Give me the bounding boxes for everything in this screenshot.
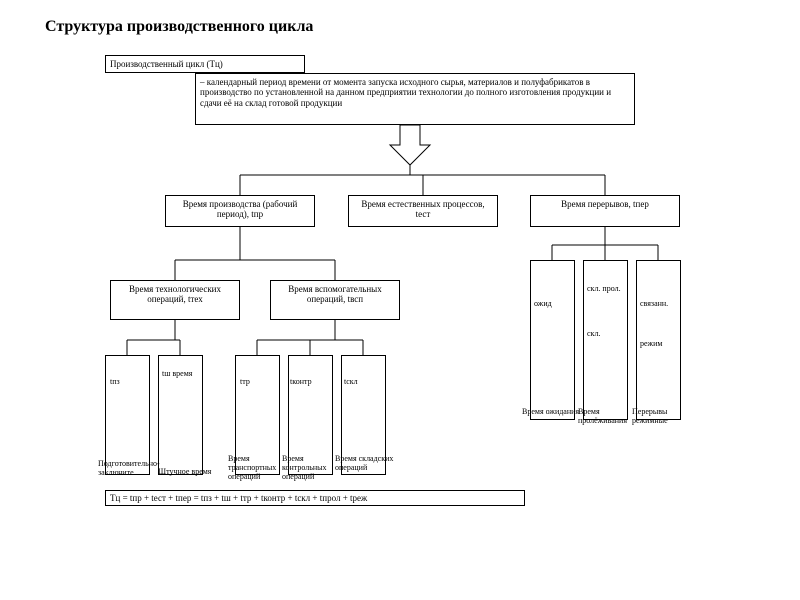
l1-b: Время естественных процессов, tест xyxy=(348,195,498,227)
tiny-r3a: связанн. xyxy=(640,300,678,309)
page-title: Структура производственного цикла xyxy=(45,18,313,36)
leaf-r1 xyxy=(530,260,575,420)
tiny-r2a: скл. прол. xyxy=(587,285,625,294)
l2-b: Время вспомогательных операций, tвсп xyxy=(270,280,400,320)
cap-r3: Перерывы режимные xyxy=(632,408,692,426)
root-desc: – календарный период времени от момента … xyxy=(195,73,635,125)
cap-r1: Время ожидания xyxy=(522,408,582,417)
tiny-r3b: режим xyxy=(640,340,678,349)
cap-3: Время транспортных операций xyxy=(228,455,288,481)
cap-2: Штучное время xyxy=(158,468,213,477)
tiny-r1a: ожид xyxy=(534,300,572,309)
tiny-r2b: скл. xyxy=(587,330,625,339)
l1-a: Время производства (рабочий период), tпр xyxy=(165,195,315,227)
leaf-1 xyxy=(105,355,150,475)
tiny-4: tконтр xyxy=(290,378,312,387)
l1-c: Время перерывов, tпер xyxy=(530,195,680,227)
tiny-3: tтр xyxy=(240,378,250,387)
root-header: Производственный цикл (Тц) xyxy=(105,55,305,73)
tiny-1: tпз xyxy=(110,378,120,387)
l2-a: Время технологических операций, tтех xyxy=(110,280,240,320)
cap-r2: Время пролёживания xyxy=(578,408,638,426)
tiny-5: tскл xyxy=(344,378,358,387)
cap-5: Время складских операций xyxy=(335,455,405,473)
tiny-2: tш время xyxy=(162,370,200,379)
formula-box: Тц = tпр + tест + tпер = tпз + tш + tтр … xyxy=(105,490,525,506)
cap-4: Время контрольных операций xyxy=(282,455,342,481)
